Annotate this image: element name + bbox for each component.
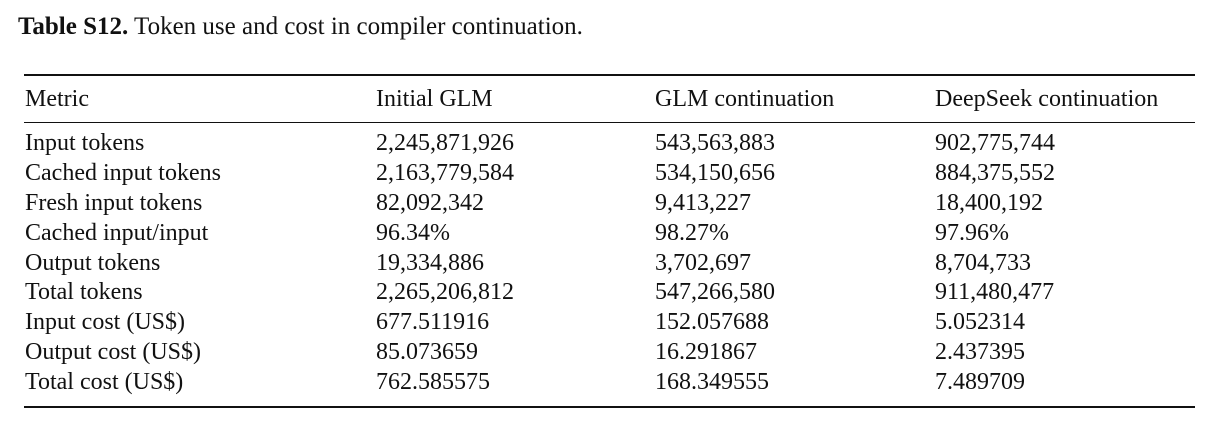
table-row: Input tokens 2,245,871,926 543,563,883 9… — [24, 129, 1195, 159]
initial-glm-cell: 82,092,342 — [376, 189, 484, 216]
glm-continuation-cell: 168.349555 — [655, 369, 769, 396]
deepseek-continuation-cell: 18,400,192 — [935, 189, 1043, 216]
table-row: Input cost (US$) 677.511916 152.057688 5… — [24, 308, 1195, 338]
deepseek-continuation-cell: 8,704,733 — [935, 249, 1031, 276]
glm-continuation-cell: 9,413,227 — [655, 189, 751, 216]
caption-label: Table S12. — [18, 13, 129, 40]
deepseek-continuation-cell: 7.489709 — [935, 369, 1025, 396]
metric-cell: Total tokens — [25, 279, 143, 306]
table-row: Fresh input tokens 82,092,342 9,413,227 … — [24, 189, 1195, 219]
metric-cell: Total cost (US$) — [25, 369, 184, 396]
table-row: Cached input/input 96.34% 98.27% 97.96% — [24, 219, 1195, 249]
bottom-rule — [24, 406, 1195, 409]
metric-cell: Cached input tokens — [25, 159, 221, 186]
initial-glm-cell: 762.585575 — [376, 369, 490, 396]
table-row: Output cost (US$) 85.073659 16.291867 2.… — [24, 338, 1195, 368]
initial-glm-cell: 85.073659 — [376, 339, 478, 366]
initial-glm-cell: 96.34% — [376, 219, 450, 246]
metric-cell: Input cost (US$) — [25, 309, 185, 336]
glm-continuation-cell: 3,702,697 — [655, 249, 751, 276]
deepseek-continuation-cell: 911,480,477 — [935, 279, 1055, 306]
initial-glm-cell: 2,245,871,926 — [376, 130, 514, 156]
metric-cell: Cached input/input — [25, 219, 209, 246]
table-caption: Table S12. Token use and cost in compile… — [18, 12, 583, 42]
glm-continuation-cell: 547,266,580 — [655, 279, 775, 306]
top-rule — [24, 74, 1195, 76]
metric-cell: Fresh input tokens — [25, 189, 203, 216]
glm-continuation-cell: 16.291867 — [655, 339, 757, 366]
header-metric: Metric — [25, 86, 89, 112]
metric-cell: Input tokens — [25, 130, 145, 156]
header-initial-glm: Initial GLM — [376, 86, 493, 112]
table-row: Cached input tokens 2,163,779,584 534,15… — [24, 159, 1195, 189]
metric-cell: Output cost (US$) — [25, 339, 201, 366]
initial-glm-cell: 2,265,206,812 — [376, 279, 514, 306]
table-header-row: Metric Initial GLM GLM continuation Deep… — [24, 76, 1195, 122]
deepseek-continuation-cell: 2.437395 — [935, 339, 1025, 366]
header-glm-continuation: GLM continuation — [655, 86, 835, 112]
deepseek-continuation-cell: 884,375,552 — [935, 159, 1055, 186]
initial-glm-cell: 2,163,779,584 — [376, 159, 514, 186]
deepseek-continuation-cell: 5.052314 — [935, 309, 1025, 336]
glm-continuation-cell: 152.057688 — [655, 309, 769, 336]
deepseek-continuation-cell: 97.96% — [935, 219, 1009, 246]
header-deepseek-continuation: DeepSeek continuation — [935, 86, 1159, 112]
table-row: Total tokens 2,265,206,812 547,266,580 9… — [24, 278, 1195, 308]
glm-continuation-cell: 543,563,883 — [655, 130, 775, 156]
header-rule — [24, 122, 1195, 123]
deepseek-continuation-cell: 902,775,744 — [935, 130, 1055, 156]
metric-cell: Output tokens — [25, 249, 161, 276]
initial-glm-cell: 677.511916 — [376, 309, 490, 336]
table-row: Output tokens 19,334,886 3,702,697 8,704… — [24, 249, 1195, 279]
table-row: Total cost (US$) 762.585575 168.349555 7… — [24, 368, 1195, 398]
glm-continuation-cell: 534,150,656 — [655, 159, 775, 186]
token-cost-table: Metric Initial GLM GLM continuation Deep… — [24, 74, 1195, 409]
caption-text: Token use and cost in compiler continuat… — [134, 13, 583, 40]
glm-continuation-cell: 98.27% — [655, 219, 729, 246]
initial-glm-cell: 19,334,886 — [376, 249, 484, 276]
table-body: Input tokens 2,245,871,926 543,563,883 9… — [24, 123, 1195, 406]
